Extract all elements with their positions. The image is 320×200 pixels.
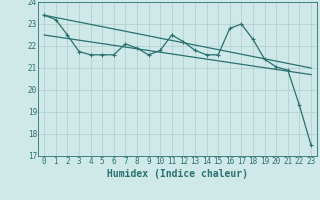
X-axis label: Humidex (Indice chaleur): Humidex (Indice chaleur) xyxy=(107,169,248,179)
